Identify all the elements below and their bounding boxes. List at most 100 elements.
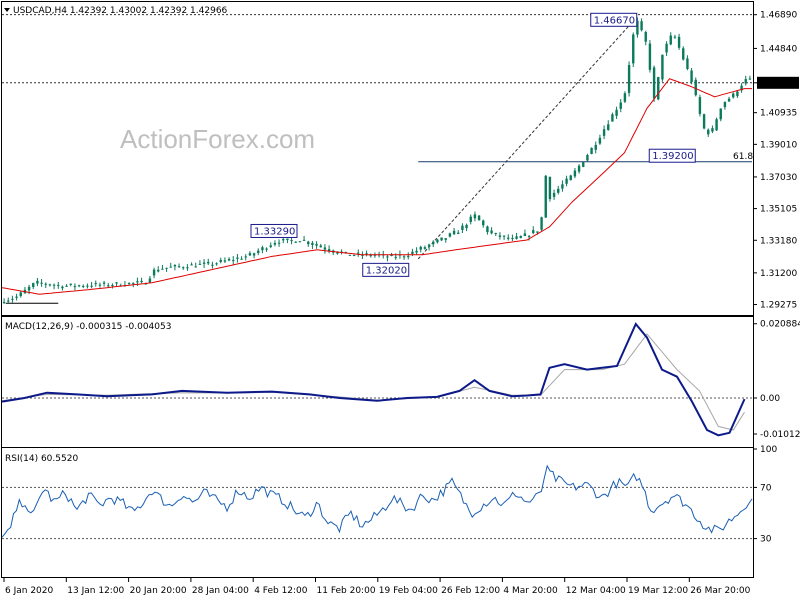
candle-body: [736, 91, 739, 97]
rsi-tick-label: 30: [760, 535, 772, 545]
candle-body: [732, 93, 735, 98]
candle-body: [369, 255, 372, 257]
annotation-box: [362, 262, 410, 277]
candle-body: [677, 36, 681, 48]
candle-body: [473, 214, 477, 219]
rsi-line: [1, 464, 753, 538]
price-tick-label: 1.42750: [760, 79, 797, 89]
candle-body: [298, 241, 302, 243]
candle-body: [269, 245, 272, 247]
candle-body: [286, 238, 289, 240]
candle-body: [19, 292, 22, 297]
candle-body: [161, 268, 164, 270]
candle-body: [173, 264, 177, 267]
price-tick-label: 1.31200: [760, 269, 797, 279]
candle-body: [57, 284, 60, 286]
candle-body: [207, 261, 210, 264]
candle-body: [623, 93, 627, 102]
candle-body: [740, 85, 743, 91]
watermark: ActionForex.com: [120, 124, 315, 154]
candle-body: [502, 235, 506, 237]
candle-body: [665, 43, 668, 53]
candle-body: [690, 70, 693, 83]
candle-body: [77, 285, 81, 287]
candle-body: [86, 285, 89, 287]
time-tick-label: 19 Mar 12:00: [628, 586, 688, 596]
candle-body: [444, 238, 447, 240]
candle-body: [477, 215, 481, 221]
candle-body: [669, 35, 672, 45]
trend-line: [417, 17, 637, 260]
candle-body: [419, 246, 422, 250]
candle-body: [315, 243, 318, 246]
candle-body: [148, 278, 152, 283]
candle-body: [348, 254, 352, 256]
candle-body: [211, 264, 214, 266]
candle-body: [69, 283, 72, 285]
candle-body: [32, 283, 35, 287]
candle-body: [236, 257, 239, 259]
fib-level-label: 61.8: [733, 152, 753, 162]
candle-body: [202, 262, 206, 264]
candle-body: [748, 78, 752, 80]
candle-body: [719, 108, 722, 120]
candle-body: [723, 101, 727, 108]
candle-body: [11, 298, 14, 300]
candle-body: [536, 231, 539, 233]
candle-body: [223, 260, 227, 262]
price-tick-label: 1.44840: [760, 44, 797, 54]
candle-body: [440, 237, 443, 241]
annotation-label: 1.32020: [366, 265, 407, 276]
time-tick-label: 20 Jan 20:00: [130, 586, 187, 596]
price-title: USDCAD,H4 1.42392 1.43002 1.42392 1.4296…: [13, 6, 228, 16]
candle-body: [498, 235, 502, 237]
rsi-title: RSI(14) 60.5520: [5, 454, 78, 464]
candle-body: [73, 286, 77, 288]
candle-body: [61, 286, 64, 289]
candle-body: [357, 252, 360, 254]
candle-body: [490, 230, 493, 234]
price-tick-label: 1.37030: [760, 173, 797, 183]
time-tick-label: 12 Mar 04:00: [566, 586, 626, 596]
candle-body: [186, 267, 189, 269]
candle-body: [644, 32, 647, 42]
candle-body: [152, 269, 156, 276]
candle-body: [427, 244, 431, 247]
candle-body: [715, 119, 718, 131]
candle-body: [423, 247, 427, 249]
candle-body: [215, 263, 218, 265]
time-tick-label: 4 Mar 20:00: [503, 586, 558, 596]
annotation-box: [648, 148, 696, 163]
candle-body: [407, 256, 410, 258]
candle-body: [602, 129, 606, 136]
candle-body: [540, 217, 543, 230]
candle-body: [694, 79, 697, 96]
candle-body: [577, 165, 581, 172]
candle-body: [115, 282, 118, 284]
candle-body: [552, 192, 556, 197]
candle-body: [515, 236, 518, 239]
candle-body: [219, 259, 222, 262]
candle-body: [469, 216, 472, 222]
rsi-tick-label: 100: [760, 445, 777, 455]
candle-body: [311, 242, 314, 246]
candle-body: [102, 282, 106, 284]
candle-body: [511, 237, 514, 239]
candle-body: [482, 220, 485, 226]
price-tick-label: 1.35105: [760, 205, 797, 215]
candle-body: [177, 266, 181, 268]
candle-body: [402, 256, 406, 258]
candle-body: [248, 253, 252, 256]
candle-body: [227, 258, 231, 261]
candle-body: [290, 240, 293, 242]
candle-body: [48, 284, 52, 286]
candle-body: [127, 282, 131, 284]
candle-body: [365, 253, 368, 255]
candle-body: [65, 285, 68, 287]
candle-body: [252, 253, 256, 256]
candle-body: [527, 236, 531, 238]
candle-body: [448, 233, 452, 237]
